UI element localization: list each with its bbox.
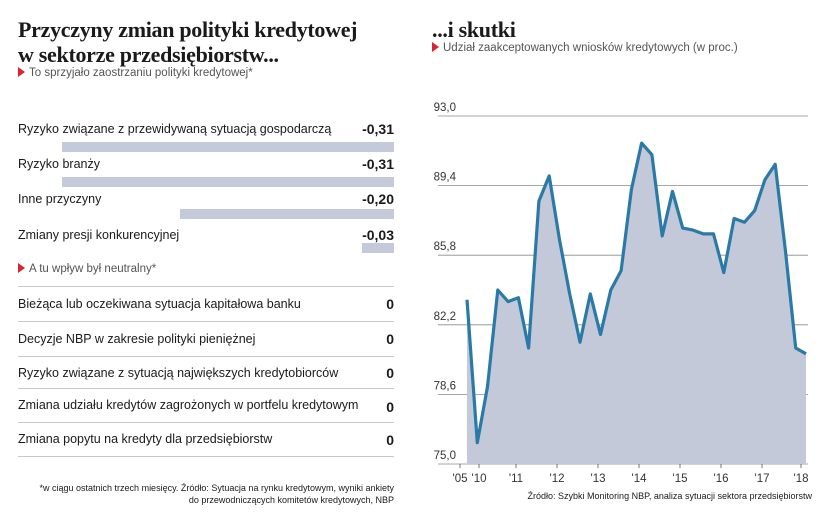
left-title: Przyczyny zmian polityki kredytowej w se… [18, 17, 408, 67]
x-tick-label: '10 [472, 473, 487, 485]
right-subtitle-text: Udział zaakceptowanych wniosków kredytow… [443, 42, 738, 54]
red-triangle-icon [18, 67, 25, 77]
x-tick-label: '05 [453, 473, 468, 485]
x-tick-label: '12 [550, 473, 565, 485]
series-line [465, 141, 807, 445]
x-tick-label: '14 [632, 473, 648, 485]
row-label-neutral-2: Ryzyko związane z sytuacją największych … [18, 366, 339, 380]
x-tick-label: '17 [755, 473, 770, 485]
neutral-subtitle: A tu wpływ był neutralny* [18, 263, 156, 275]
red-triangle-icon [432, 42, 439, 52]
left-title-line1: Przyczyny zmian polityki kredytowej [18, 17, 358, 42]
bar-tight-3 [362, 243, 394, 253]
right-source: Źródło: Szybki Monitoring NBP, analiza s… [527, 491, 812, 501]
x-tick-label: '13 [591, 473, 606, 485]
row-value-neutral-0: 0 [386, 296, 394, 312]
y-tick-label: 82,2 [434, 311, 456, 323]
left-subtitle-text: To sprzyjało zaostrzaniu polityki kredyt… [29, 67, 253, 79]
row-label-tight-3: Zmiany presji konkurencyjnej [18, 228, 180, 242]
y-tick-label: 89,4 [434, 172, 457, 184]
divider [18, 456, 394, 457]
line-chart: 93,0 89,4 85,8 82,2 78,6 75,0 '05 '10 '11 '12 '13 '… [434, 102, 809, 485]
divider [18, 388, 394, 389]
left-footnote: *w ciągu ostatnich trzech miesięcy. Źród… [18, 482, 394, 506]
divider [18, 422, 394, 423]
area-fill [467, 143, 806, 464]
y-tick-label: 78,6 [434, 380, 456, 392]
x-tick-label: '11 [509, 473, 523, 485]
y-tick-label: 75,0 [434, 450, 456, 462]
bar-tight-1 [62, 177, 394, 187]
right-title: ...i skutki [432, 17, 516, 42]
footnote-line1: *w ciągu ostatnich trzech miesięcy. Źród… [39, 483, 394, 493]
row-label-neutral-1: Decyzje NBP w zakresie polityki pieniężn… [18, 332, 256, 346]
row-value-neutral-4: 0 [386, 432, 394, 448]
row-value-tight-3: -0,03 [362, 227, 394, 243]
footnote-line2: do przewodniczących komitetów kredytowyc… [188, 495, 394, 505]
row-value-neutral-3: 0 [386, 399, 394, 415]
y-tick-label: 85,8 [434, 241, 456, 253]
x-tick-label: '18 [794, 473, 809, 485]
x-tick-label: '16 [714, 473, 729, 485]
y-tick-label: 93,0 [434, 102, 456, 114]
x-tick-label: '15 [673, 473, 688, 485]
red-triangle-icon [18, 263, 25, 273]
row-label-tight-1: Ryzyko branży [18, 157, 100, 171]
row-label-neutral-0: Bieżąca lub oczekiwana sytuacja kapitało… [18, 297, 301, 311]
plot-layer [465, 141, 807, 464]
row-value-neutral-1: 0 [386, 331, 394, 347]
row-value-tight-2: -0,20 [362, 191, 394, 207]
row-value-tight-1: -0,31 [362, 156, 394, 172]
right-subtitle: Udział zaakceptowanych wniosków kredytow… [432, 42, 738, 54]
bar-tight-2 [180, 209, 394, 219]
divider [18, 286, 394, 287]
row-value-neutral-2: 0 [386, 365, 394, 381]
row-label-tight-0: Ryzyko związane z przewidywaną sytuacją … [18, 122, 332, 136]
left-title-line2: w sektorze przedsiębiorstw... [18, 42, 279, 67]
divider [18, 321, 394, 322]
bar-tight-0 [62, 142, 394, 152]
left-subtitle: To sprzyjało zaostrzaniu polityki kredyt… [18, 67, 253, 79]
divider [18, 356, 394, 357]
row-label-tight-2: Inne przyczyny [18, 192, 102, 206]
neutral-subtitle-text: A tu wpływ był neutralny* [29, 263, 157, 275]
label-layer: 93,0 89,4 85,8 82,2 78,6 75,0 '05 '10 '11 '12 '13 '… [434, 102, 809, 485]
row-label-neutral-3: Zmiana udziału kredytów zagrożonych w po… [18, 398, 359, 412]
row-label-neutral-4: Zmiana popytu na kredyty dla przedsiębio… [18, 432, 273, 446]
row-value-tight-0: -0,31 [362, 121, 394, 137]
